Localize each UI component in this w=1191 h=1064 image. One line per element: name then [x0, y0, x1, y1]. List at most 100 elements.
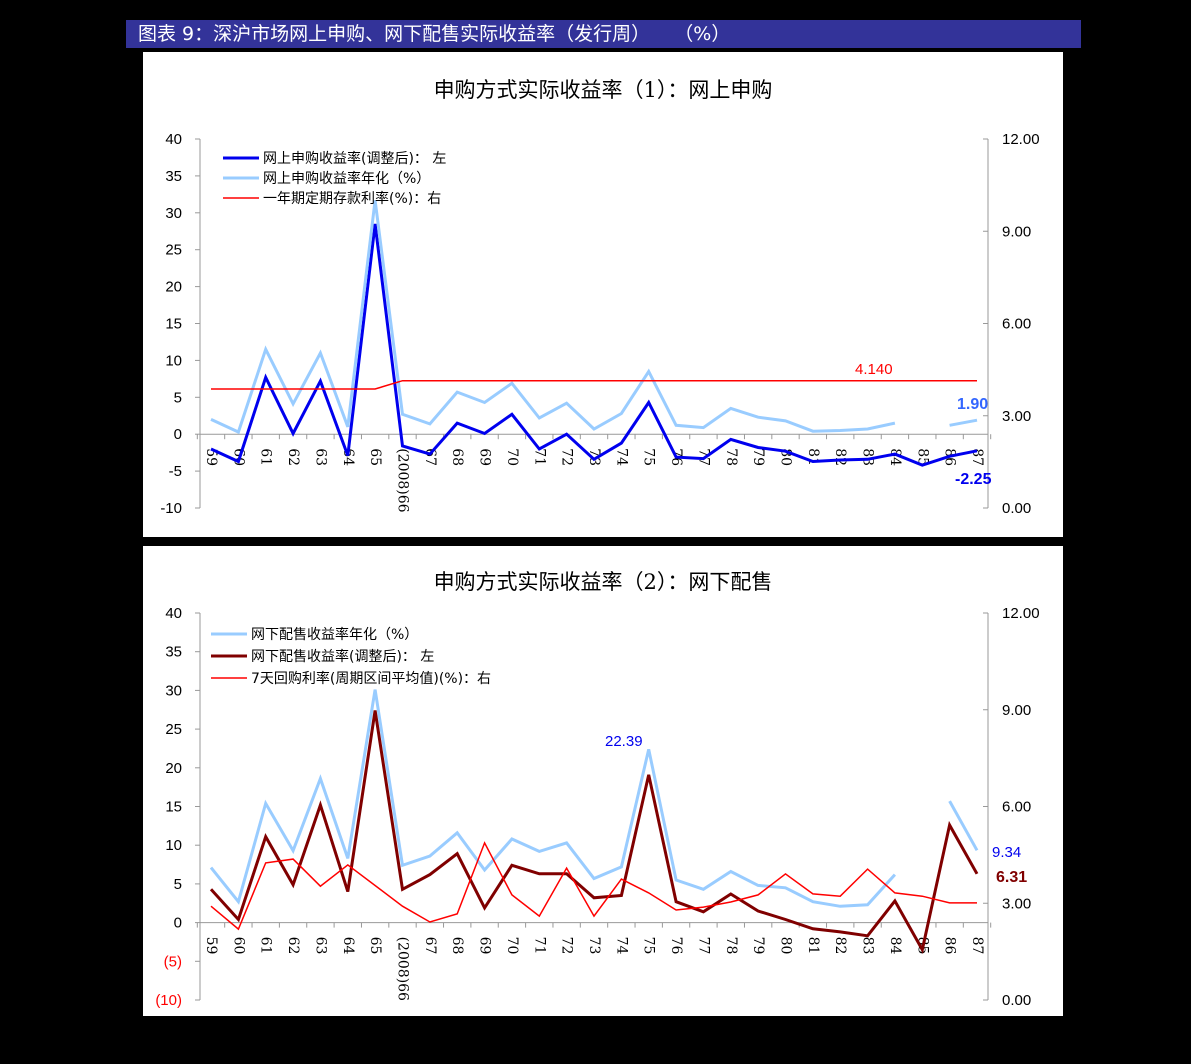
x-tick-label: 59 [203, 448, 219, 466]
right-tick-label: 12.00 [1002, 605, 1040, 622]
x-tick-label: 63 [312, 448, 328, 466]
right-tick-label: 9.00 [1002, 223, 1031, 240]
right-tick-label: 9.00 [1002, 702, 1031, 719]
x-tick-label: 78 [723, 937, 739, 955]
x-tick-label: 63 [312, 937, 328, 955]
left-tick-label: 0 [174, 426, 182, 443]
right-axis: 12.00 9.00 6.00 3.00 0.00 [983, 605, 1040, 1009]
x-tick-label: 81 [805, 448, 821, 466]
x-tick-label: 68 [449, 937, 465, 955]
series-line [210, 841, 977, 931]
line-chart-online: 40 35 30 25 20 15 10 5 0 -5 -10 12.00 9.00 6.00 3.00 0.… [160, 131, 1040, 517]
legend: 网下配售收益率年化（%） 网下配售收益率(调整后)： 左 7天回购利率(周期区间平均… [211, 626, 491, 687]
x-tick-label: 61 [258, 937, 274, 955]
x-tick-label: 62 [285, 937, 301, 955]
x-tick-label: 70 [504, 937, 520, 955]
x-tick-label: 67 [422, 937, 438, 955]
x-tick-label: 81 [805, 937, 821, 955]
legend-label: 网下配售收益率(调整后)： 左 [251, 648, 434, 665]
line-chart-offline: 40 35 30 25 20 15 10 5 0 (5) (10) 12.00 9.00 6.00 3.00… [155, 605, 1040, 1009]
series-line [211, 379, 977, 390]
left-tick-label: 40 [165, 605, 182, 622]
x-tick-label: 82 [832, 448, 848, 466]
left-tick-label: (5) [164, 953, 182, 970]
legend-label: 一年期定期存款利率(%)：右 [263, 190, 441, 207]
right-tick-label: 0.00 [1002, 500, 1031, 517]
left-tick-label: 25 [165, 242, 182, 259]
left-tick-label: -10 [160, 500, 182, 517]
left-tick-label: (10) [155, 992, 182, 1009]
figure-header: 图表 9：深沪市场网上申购、网下配售实际收益率（发行周） （%） [126, 20, 1081, 48]
right-tick-label: 12.00 [1002, 131, 1040, 148]
left-tick-label: 10 [165, 352, 182, 369]
x-axis: 59 60 61 62 63 64 65 (2008)66 67 68 69 70 71 72 73 74 75… [196, 922, 992, 1001]
x-tick-label: 73 [586, 937, 602, 955]
x-tick-label: 62 [285, 448, 301, 466]
x-tick-label: (2008)66 [395, 937, 411, 1001]
x-tick-label: 75 [641, 448, 657, 466]
legend-label: 网上申购收益率(调整后)： 左 [263, 150, 446, 167]
right-tick-label: 0.00 [1002, 992, 1031, 1009]
x-axis: 59 60 61 62 63 64 65 (2008)66 67 68 69 70 71 72 73 74 75… [196, 433, 992, 513]
left-tick-label: 20 [165, 760, 182, 777]
legend-label: 网下配售收益率年化（%） [251, 626, 418, 643]
right-axis: 12.00 9.00 6.00 3.00 0.00 [983, 131, 1040, 517]
x-tick-label: 60 [230, 937, 246, 955]
left-tick-label: -5 [169, 463, 182, 480]
x-tick-label: 77 [695, 937, 711, 955]
left-tick-label: 15 [165, 316, 182, 333]
data-label: 6.31 [996, 869, 1027, 886]
right-tick-label: 6.00 [1002, 799, 1031, 816]
x-tick-label: 76 [668, 937, 684, 955]
left-tick-label: 0 [174, 915, 182, 932]
left-tick-label: 30 [165, 682, 182, 699]
x-tick-label: 84 [887, 448, 903, 466]
left-axis: 40 35 30 25 20 15 10 5 0 -5 -10 [160, 131, 201, 517]
series-line [210, 200, 978, 435]
x-tick-label: 80 [778, 937, 794, 955]
data-label: -2.25 [955, 471, 992, 488]
x-tick-label: 69 [477, 448, 493, 466]
data-label: 9.34 [992, 844, 1021, 861]
series-line [209, 689, 979, 908]
x-tick-label: 86 [942, 937, 958, 955]
data-label: 4.140 [855, 361, 893, 378]
right-tick-label: 3.00 [1002, 895, 1031, 912]
x-tick-label: (2008)66 [395, 448, 411, 512]
x-tick-label: 64 [340, 937, 356, 955]
legend-label: 7天回购利率(周期区间平均值)(%)：右 [251, 670, 491, 687]
left-tick-label: 5 [174, 876, 182, 893]
left-axis: 40 35 30 25 20 15 10 5 0 (5) (10) [155, 605, 201, 1009]
x-tick-label: 68 [449, 448, 465, 466]
x-tick-label: 79 [750, 937, 766, 955]
chart-panel-offline-placement: 申购方式实际收益率（2）：网下配售 40 35 30 25 20 15 10 5 0 (5) (10… [143, 546, 1063, 1016]
x-tick-label: 82 [832, 937, 848, 955]
data-label: 1.90 [957, 396, 988, 413]
x-tick-label: 70 [504, 448, 520, 466]
left-tick-label: 35 [165, 168, 182, 185]
left-tick-label: 35 [165, 644, 182, 661]
left-tick-label: 15 [165, 799, 182, 816]
left-tick-label: 30 [165, 205, 182, 222]
x-tick-label: 85 [914, 448, 930, 466]
legend-label: 网上申购收益率年化（%） [263, 170, 430, 187]
x-tick-label: 87 [969, 937, 985, 955]
x-tick-label: 71 [531, 448, 547, 466]
x-tick-label: 71 [531, 937, 547, 955]
x-tick-label: 74 [613, 448, 629, 466]
x-tick-label: 78 [723, 448, 739, 466]
x-tick-label: 59 [203, 937, 219, 955]
chart-title: 申购方式实际收益率（2）：网下配售 [433, 570, 773, 594]
chart-panel-online-subscription: 申购方式实际收益率（1）：网上申购 40 35 30 25 20 15 10 5 0 -5 -10 1… [143, 52, 1063, 537]
left-tick-label: 10 [165, 837, 182, 854]
x-tick-label: 69 [477, 937, 493, 955]
right-tick-label: 3.00 [1002, 408, 1031, 425]
series-line [210, 223, 978, 467]
x-tick-label: 61 [258, 448, 274, 466]
x-tick-label: 79 [750, 448, 766, 466]
right-tick-label: 6.00 [1002, 316, 1031, 333]
x-tick-label: 84 [887, 937, 903, 955]
left-tick-label: 5 [174, 389, 182, 406]
left-tick-label: 25 [165, 721, 182, 738]
